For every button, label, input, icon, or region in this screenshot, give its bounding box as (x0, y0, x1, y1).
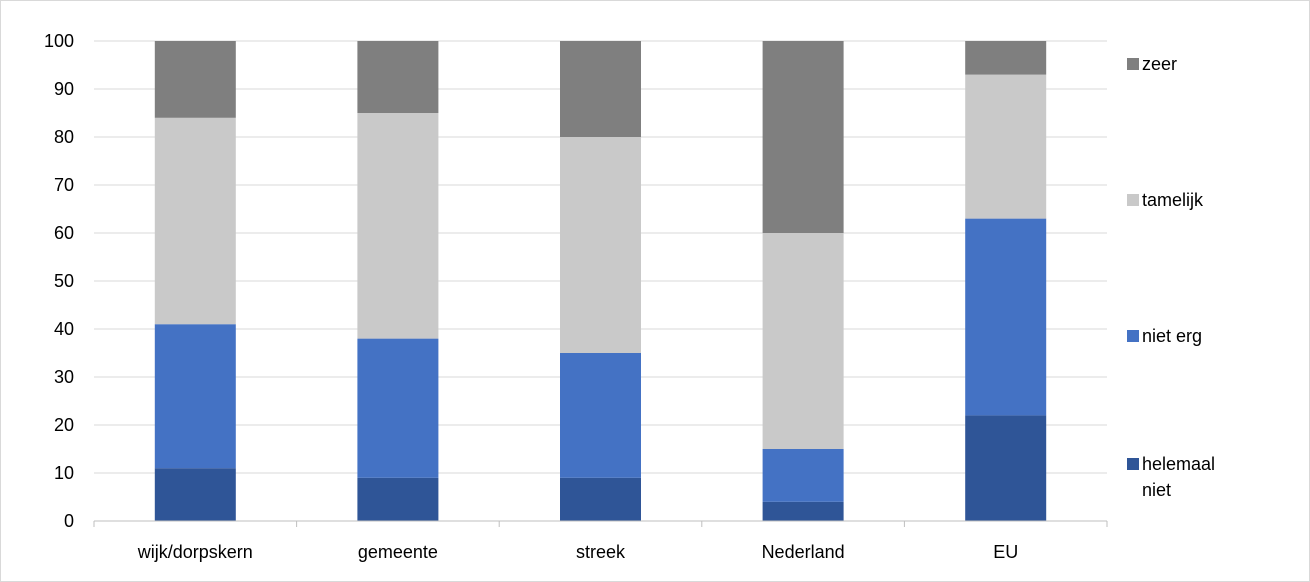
bar-segment (965, 415, 1047, 521)
y-tick-label: 90 (54, 79, 74, 99)
x-tick-label: wijk/dorpskern (137, 542, 253, 562)
legend-label: zeer (1142, 54, 1177, 74)
y-tick-label: 50 (54, 271, 74, 291)
bar-segment (154, 117, 236, 325)
bar-segment (560, 353, 641, 478)
bar-segment (357, 113, 439, 339)
legend-swatch (1127, 458, 1139, 470)
bar-segment (154, 324, 236, 469)
bar-segment (357, 477, 439, 521)
bar-segment (560, 477, 641, 521)
bar-segment (762, 501, 844, 521)
y-tick-label: 100 (44, 31, 74, 51)
bar-segment (560, 41, 641, 137)
bar-segment (357, 41, 439, 113)
legend-label: niet erg (1142, 326, 1202, 346)
x-tick-label: streek (576, 542, 626, 562)
bar-segment (762, 449, 844, 502)
bar-segment (357, 338, 439, 478)
bar-segment (965, 41, 1047, 75)
bar-segment (965, 218, 1047, 416)
bar-segment (965, 74, 1047, 219)
legend-swatch (1127, 330, 1139, 342)
legend-label: tamelijk (1142, 190, 1204, 210)
legend-item: tamelijk (1127, 190, 1204, 210)
x-tick-label: EU (993, 542, 1018, 562)
legend-item: helemaal niet (1127, 454, 1215, 500)
x-tick-label: gemeente (358, 542, 438, 562)
axes (93, 520, 1108, 527)
y-tick-label: 20 (54, 415, 74, 435)
y-tick-label: 30 (54, 367, 74, 387)
y-tick-label: 40 (54, 319, 74, 339)
bar-segment (762, 233, 844, 449)
y-tick-label: 80 (54, 127, 74, 147)
x-axis-ticks: wijk/dorpskern gemeente streek Nederland EU (137, 542, 1018, 562)
legend: zeer tamelijk niet erg helemaal niet (1127, 54, 1215, 500)
y-tick-label: 10 (54, 463, 74, 483)
legend-swatch (1127, 58, 1139, 70)
x-tick-label: Nederland (762, 542, 845, 562)
legend-label: helemaal niet (1142, 454, 1215, 500)
y-tick-label: 0 (64, 511, 74, 531)
bar-segment (560, 137, 641, 353)
y-axis-ticks: 0 10 20 30 40 50 60 70 80 90 100 (44, 31, 74, 531)
legend-swatch (1127, 194, 1139, 206)
bar-segment (154, 41, 236, 118)
bar-segment (762, 41, 844, 233)
y-tick-label: 70 (54, 175, 74, 195)
bar-segment (154, 468, 236, 521)
legend-item: zeer (1127, 54, 1177, 74)
bars (154, 41, 1047, 521)
legend-item: niet erg (1127, 326, 1202, 346)
y-tick-label: 60 (54, 223, 74, 243)
